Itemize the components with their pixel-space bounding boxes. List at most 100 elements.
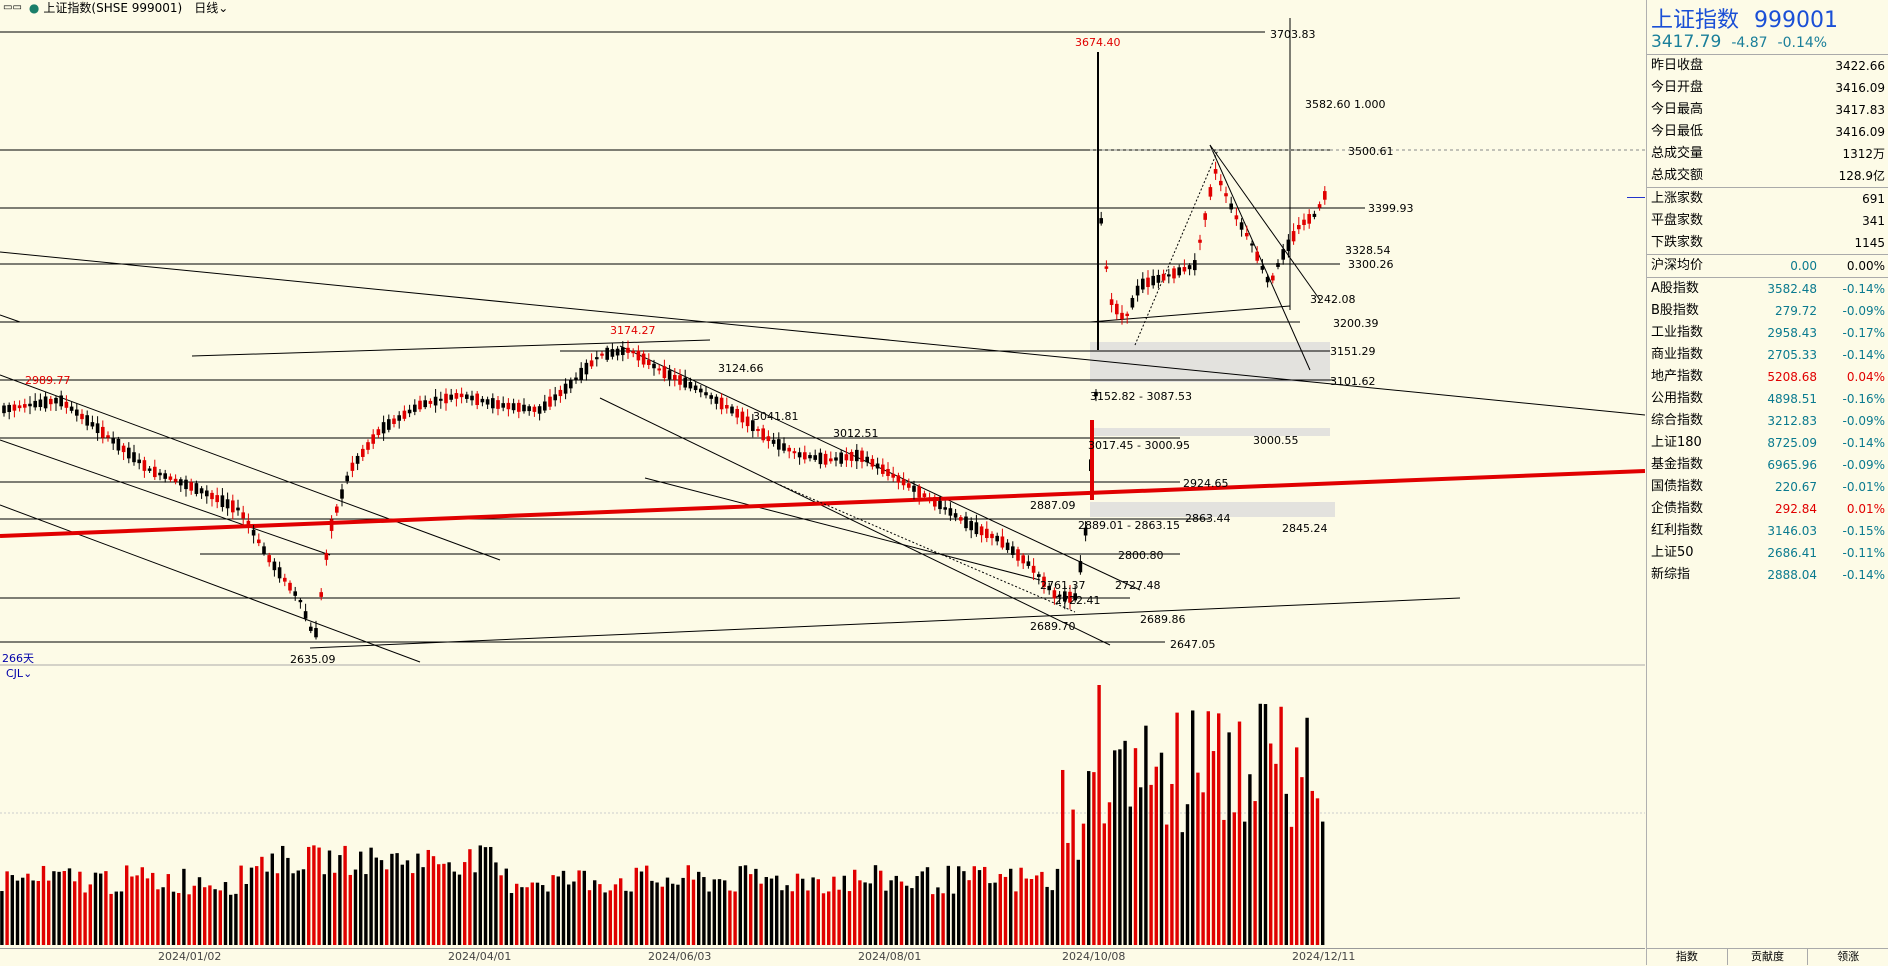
volume-bar [1300,777,1304,945]
volume-bar [177,893,181,945]
chevron-down-icon: ⌄ [23,667,33,680]
candle-body [1000,536,1005,548]
volume-bar [239,865,243,945]
status-dot-icon: ● [28,1,40,15]
candle-body [1057,594,1062,597]
volume-indicator-selector[interactable]: CJL⌄ [6,667,32,680]
candle-body [699,388,703,393]
volume-bar [1154,766,1158,945]
volume-bar [1055,868,1060,945]
breadth-label: 下跌家数 [1651,235,1704,250]
candle-body [860,450,864,462]
index-row[interactable]: A股指数 3582.48 -0.14% [1647,278,1888,300]
volume-bar [15,880,20,945]
x-axis: 2024/01/02 2024/04/01 2024/06/03 2024/08… [0,948,1645,966]
candle-body [220,495,225,508]
candle-body [475,393,479,406]
volume-bar [650,880,654,945]
index-row[interactable]: 企债指数 292.84 0.01% [1647,498,1888,520]
volume-bar [286,857,290,945]
volume-bar [1087,771,1091,945]
candle-body [1156,274,1161,283]
candle-body [678,375,682,385]
candle-body [142,460,147,471]
volume-bar [171,891,176,945]
volume-bar [1217,713,1221,945]
index-row[interactable]: 基金指数 6965.96 -0.09% [1647,454,1888,476]
tab-contribution[interactable]: 贡献度 [1728,949,1809,965]
security-title[interactable]: 上证指数(SHSE 999001) [43,1,183,15]
kline-chart[interactable]: 3703.83 3674.40 3582.60 1.000 3500.61 3399.9… [0,0,1645,948]
volume-bar [114,891,118,945]
volume-bar [104,871,108,945]
index-row[interactable]: 公用指数 4898.51 -0.16% [1647,388,1888,410]
tab-index[interactable]: 指数 [1647,949,1728,965]
candle-body [1271,275,1275,281]
volume-bar [426,849,430,945]
candle-body [621,347,625,356]
chart-area[interactable]: 3703.83 3674.40 3582.60 1.000 3500.61 3399.9… [0,0,1645,965]
volume-bar [873,865,878,945]
price-level-label: 3041.81 [753,410,799,423]
index-row[interactable]: 上证180 8725.09 -0.14% [1647,432,1888,454]
index-row[interactable]: 红利指数 3146.03 -0.15% [1647,520,1888,542]
candle-body [527,406,531,412]
volume-bar [197,877,202,945]
volume-bar [478,845,482,945]
index-row[interactable]: B股指数 279.72 -0.09% [1647,300,1888,322]
volume-bar [1102,823,1106,945]
candle-body [132,452,136,463]
candle-body [990,533,994,539]
index-row-name: 工业指数 [1651,325,1704,340]
index-row-name: 综合指数 [1651,413,1704,428]
price-level-label: 2689.70 [1030,620,1076,633]
index-row-pct: -0.09% [1842,414,1885,428]
index-row[interactable]: 地产指数 5208.68 0.04% [1647,366,1888,388]
volume-bar [645,865,649,945]
menu-dots-icon[interactable]: ▭▭ [3,2,22,13]
period-selector[interactable]: 日线⌄ [194,0,228,16]
stat-row: 总成交量 1312万 [1647,143,1888,165]
volume-bar [322,874,326,945]
price-level-label: 3703.83 [1270,28,1316,41]
index-row[interactable]: 国债指数 220.67 -0.01% [1647,476,1888,498]
candle-body [875,463,880,469]
candle-body [522,404,526,412]
tab-leaders[interactable]: 领涨 [1808,949,1888,965]
candle-body [995,535,999,542]
volume-bar [468,849,472,945]
volume-bar [1321,821,1325,945]
quote-price-row: 3417.79 -4.87 -0.14% [1647,32,1888,55]
volume-bar [613,884,618,945]
index-row-value: 2958.43 [1767,326,1817,340]
volume-bar [379,860,384,945]
index-row[interactable]: 综合指数 3212.83 -0.09% [1647,410,1888,432]
volume-bar [905,885,909,945]
index-row[interactable]: 商业指数 2705.33 -0.14% [1647,344,1888,366]
index-row[interactable]: 新综指 2888.04 -0.14% [1647,564,1888,586]
volume-bar [541,885,545,945]
volume-bar [457,874,462,945]
candle-body [693,385,698,391]
index-row[interactable]: 上证50 2686.41 -0.11% [1647,542,1888,564]
volume-bar [1050,890,1054,945]
volume-bar [338,855,342,945]
volume-bar [977,870,982,945]
candle-body [241,512,245,519]
stat-label: 今日开盘 [1651,80,1704,95]
candle-body [948,508,953,516]
index-row-name: 地产指数 [1651,369,1704,384]
price-zone [1090,428,1330,436]
volume-bar [218,890,222,945]
candle-body [1063,591,1067,602]
volume-bar [1076,859,1080,945]
volume-bar [535,882,540,945]
price-level-label: 3124.66 [718,362,764,375]
volume-bar [161,887,165,945]
trend-line [1209,144,1311,371]
candle-body [870,458,875,467]
index-row-value: 220.67 [1775,480,1817,494]
index-row[interactable]: 工业指数 2958.43 -0.17% [1647,322,1888,344]
stat-value: 128.9亿 [1838,169,1885,183]
candle-body [771,439,776,444]
